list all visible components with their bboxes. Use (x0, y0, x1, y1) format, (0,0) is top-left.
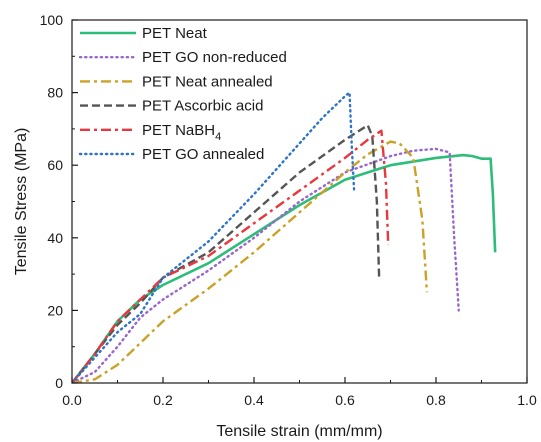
series-line-4 (72, 124, 381, 383)
legend-label: PET NaBH4 (142, 122, 221, 143)
legend-label: PET GO non-reduced (142, 49, 287, 66)
y-tick-label: 20 (47, 302, 63, 318)
legend-item: PET Ascorbic acid (80, 98, 263, 115)
x-tick-label: 0.2 (153, 392, 173, 408)
legend-label-subscript: 4 (215, 131, 221, 143)
x-tick-label: 0.8 (426, 392, 446, 408)
x-tick-label: 1.0 (517, 392, 537, 408)
legend-label: PET Ascorbic acid (142, 98, 263, 115)
y-axis-title: Tensile Stress (MPa) (13, 128, 30, 276)
y-tick-label: 80 (47, 85, 63, 101)
series-line-2 (72, 147, 460, 383)
series-line-5 (72, 129, 390, 383)
legend-item: PET NaBH4 (80, 122, 221, 143)
x-axis-title: Tensile strain (mm/mm) (216, 423, 382, 440)
legend-label-text: PET Ascorbic acid (142, 98, 263, 115)
x-tick-label: 0.6 (335, 392, 355, 408)
legend-label: PET Neat (142, 25, 208, 42)
legend-label: PET GO annealed (142, 146, 264, 163)
legend-label-text: PET Neat annealed (142, 73, 273, 90)
legend-item: PET Neat annealed (80, 73, 273, 90)
legend: PET Neat PET GO non-reduced PET Neat annea… (78, 25, 287, 163)
y-tick-label: 40 (47, 230, 63, 246)
x-tick-label: 0.0 (62, 392, 82, 408)
y-tick-label: 60 (47, 157, 63, 173)
series-line-1 (72, 153, 497, 383)
y-tick-label: 100 (40, 12, 64, 28)
legend-label-text: PET NaBH (142, 122, 215, 139)
series-line-3 (72, 140, 429, 383)
x-axis: 0.0 0.2 0.4 0.6 0.8 1.0 (62, 377, 537, 408)
series-layer (72, 91, 497, 383)
y-tick-label: 0 (55, 375, 63, 391)
legend-label-text: PET GO non-reduced (142, 49, 287, 66)
y-axis: 0 20 40 60 80 100 (40, 12, 78, 391)
series-line-6 (72, 91, 356, 383)
legend-item: PET Neat (80, 25, 208, 42)
legend-item: PET GO non-reduced (78, 49, 287, 66)
legend-item: PET GO annealed (78, 146, 264, 163)
legend-label: PET Neat annealed (142, 73, 273, 90)
legend-label-text: PET Neat (142, 25, 208, 42)
legend-label-text: PET GO annealed (142, 146, 264, 163)
x-tick-label: 0.4 (244, 392, 264, 408)
